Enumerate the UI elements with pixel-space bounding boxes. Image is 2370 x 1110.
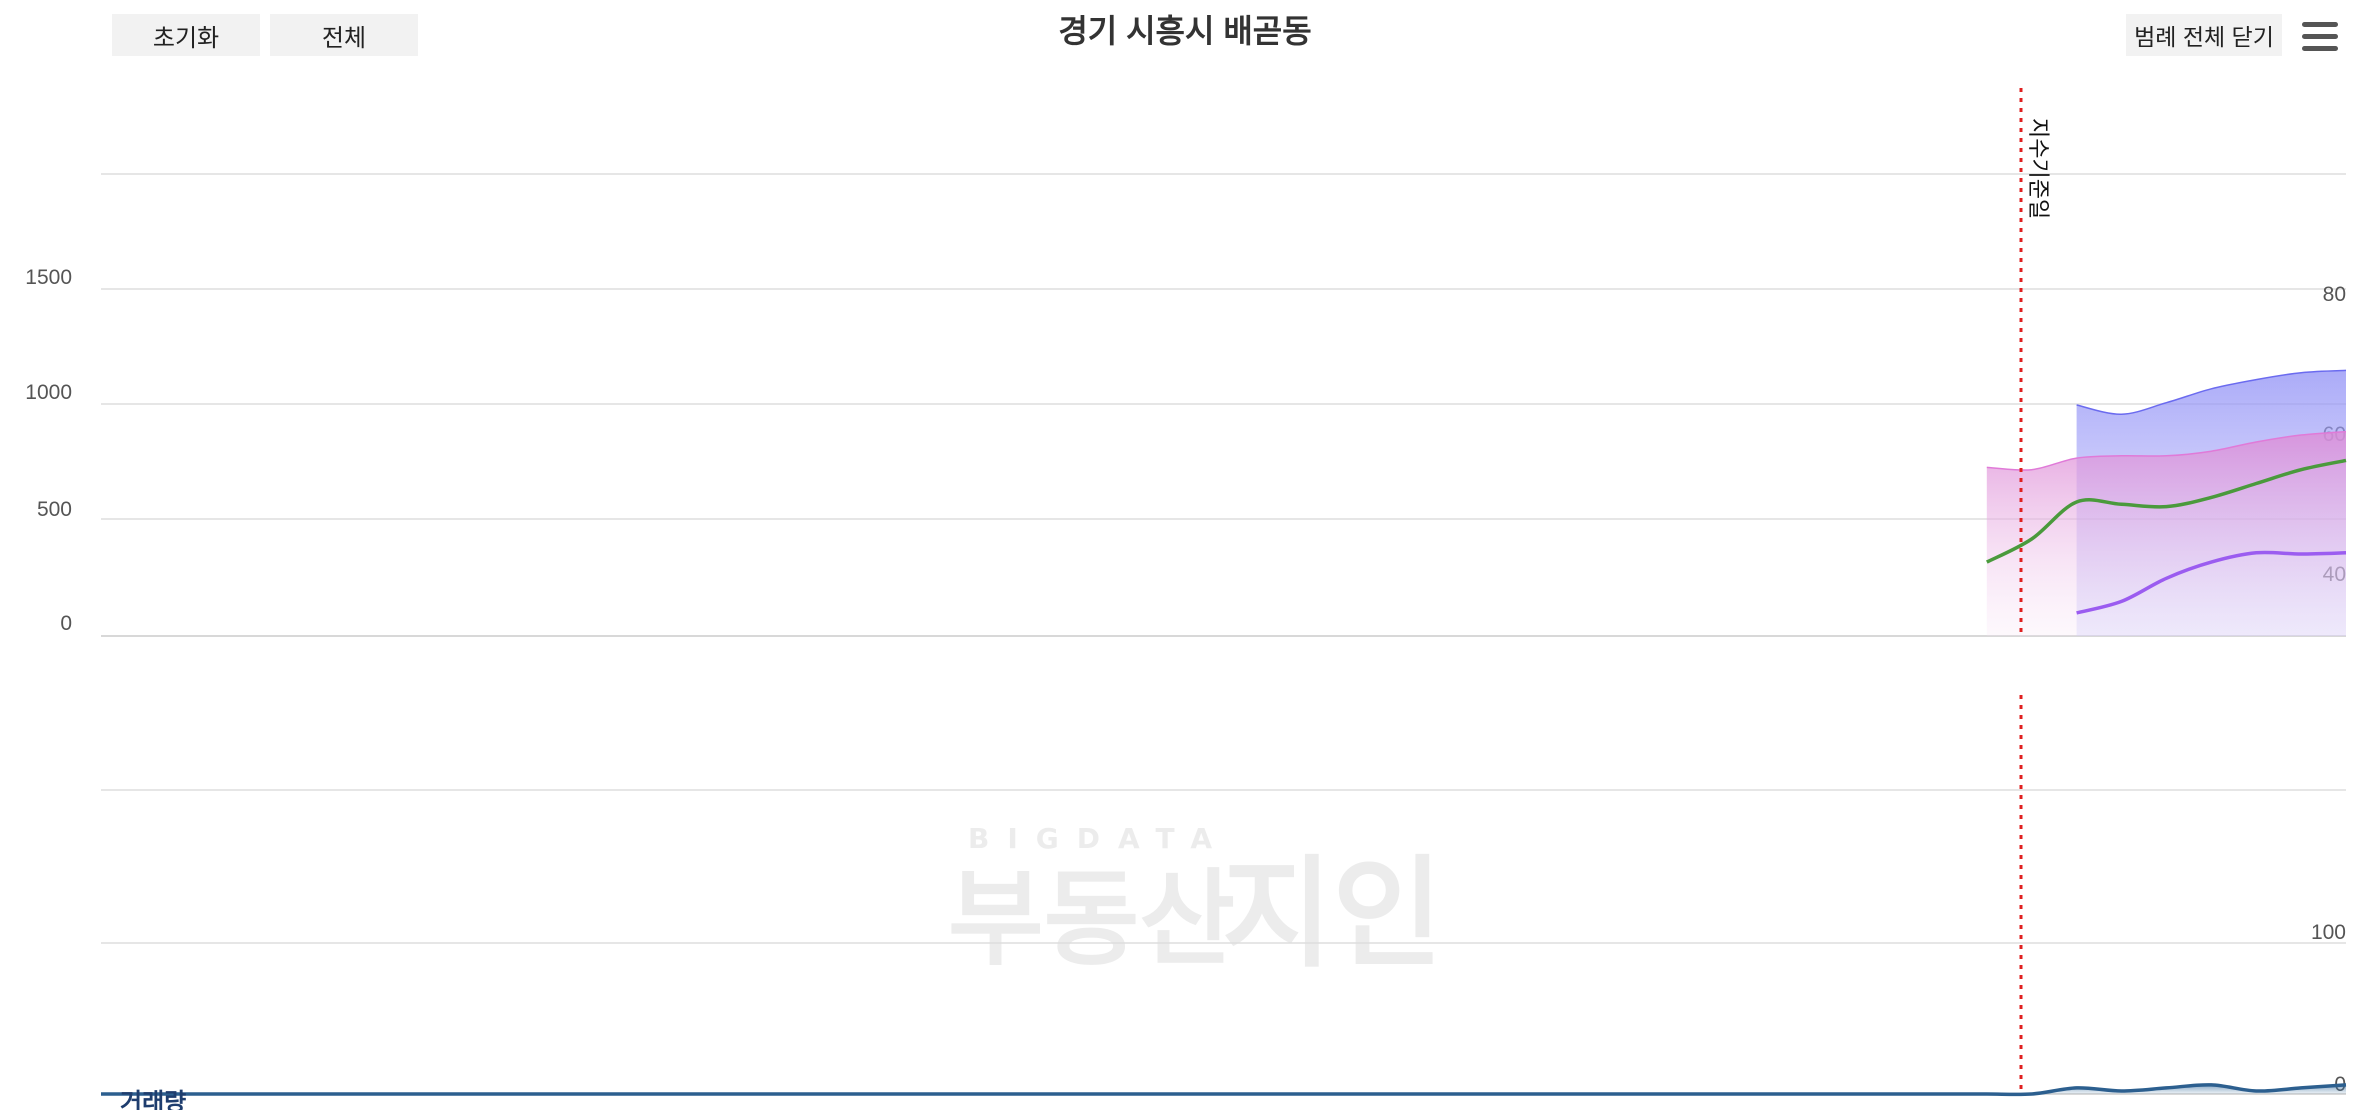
left-tick-label: 0 xyxy=(60,612,72,635)
chart-title: 경기 시흥시 배곧동 xyxy=(1058,13,1312,49)
volume-line-0 xyxy=(101,1083,2347,1097)
left-tick-label: 500 xyxy=(37,498,72,521)
left-axis-ticks: 0 500 1000 1500 xyxy=(25,266,72,635)
watermark-logo: BIGDATA 부동산 지인 xyxy=(948,822,1443,984)
volume-axis-label: 거래량 xyxy=(120,1088,186,1110)
reference-date-label: 지수기준일 xyxy=(2025,118,2050,219)
price-line-2 xyxy=(1985,458,2347,564)
price-series-group xyxy=(1985,369,2347,636)
price-line-1 xyxy=(1986,430,2347,471)
reset-button[interactable]: 초기화 xyxy=(112,14,260,56)
left-tick-label: 1000 xyxy=(25,381,72,404)
all-range-button[interactable]: 전체 xyxy=(270,14,418,56)
close-all-legends-button[interactable]: 범례 전체 닫기 xyxy=(2126,14,2282,56)
right-tick-label: 80 xyxy=(2323,283,2346,306)
volume-area-fill xyxy=(101,1084,2346,1095)
svg-text:지인: 지인 xyxy=(1222,845,1443,984)
hamburger-menu-icon[interactable] xyxy=(2302,22,2338,52)
price-line-0 xyxy=(2076,369,2347,415)
volume-series-group xyxy=(101,1083,2347,1097)
svg-text:BIGDATA: BIGDATA xyxy=(968,822,1230,855)
right-tick-label: 100 xyxy=(2311,921,2346,944)
price-line-3 xyxy=(2076,550,2347,615)
svg-text:부동산: 부동산 xyxy=(948,858,1235,980)
left-tick-label: 1500 xyxy=(25,266,72,289)
